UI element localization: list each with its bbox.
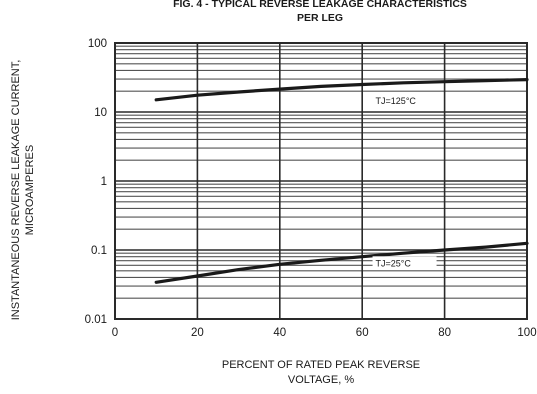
x-tick-label: 40 xyxy=(273,327,286,339)
y-tick-label: 10 xyxy=(94,107,107,119)
y-tick-label: 0.01 xyxy=(85,314,107,326)
series-label-background xyxy=(372,94,437,108)
y-tick-label: 0.1 xyxy=(91,245,107,257)
series-curves xyxy=(154,77,529,284)
x-axis-title-line-1: PERCENT OF RATED PEAK REVERSE xyxy=(222,359,420,371)
series-labels: TJ=125°C TJ=25°C xyxy=(372,94,437,270)
series-label-text: TJ=125°C xyxy=(376,96,417,106)
series-label-text: TJ=25°C xyxy=(376,258,412,268)
x-tick-label: 80 xyxy=(438,327,451,339)
series-curve-tj-125c xyxy=(154,77,529,102)
plot-border xyxy=(114,42,528,320)
chart-subtitle: PER LEG xyxy=(297,12,343,24)
x-axis-title-group: PERCENT OF RATED PEAK REVERSE VOLTAGE, % xyxy=(222,359,420,386)
y-axis-title-line-2: MICROAMPERES xyxy=(24,145,36,235)
y-axis-title-group: INSTANTANEOUS REVERSE LEAKAGE CURRENT, M… xyxy=(10,60,36,321)
x-axis-title-line-2: VOLTAGE, % xyxy=(288,374,354,386)
chart-title: FIG. 4 - TYPICAL REVERSE LEAKAGE CHARACT… xyxy=(173,0,467,10)
x-tick-label: 60 xyxy=(356,327,369,339)
y-axis-title-line-1: INSTANTANEOUS REVERSE LEAKAGE CURRENT, xyxy=(10,60,22,321)
x-tick-label: 20 xyxy=(191,327,204,339)
y-tick-label: 1 xyxy=(101,176,107,188)
y-tick-label: 100 xyxy=(88,38,107,50)
y-axis-ticks: 0.01 0.1 1 10 100 xyxy=(85,38,107,326)
series-label-tj-125c: TJ=125°C xyxy=(372,94,437,108)
series-label-tj-25c: TJ=25°C xyxy=(372,256,437,270)
x-axis-ticks: 0 20 40 60 80 100 xyxy=(112,327,537,339)
x-tick-label: 0 xyxy=(112,327,118,339)
chart-title-group: FIG. 4 - TYPICAL REVERSE LEAKAGE CHARACT… xyxy=(173,0,467,24)
series-label-background xyxy=(372,256,437,270)
series-curve-tj-25c xyxy=(154,241,529,284)
plot-frame xyxy=(114,42,528,320)
x-tick-label: 100 xyxy=(517,327,536,339)
